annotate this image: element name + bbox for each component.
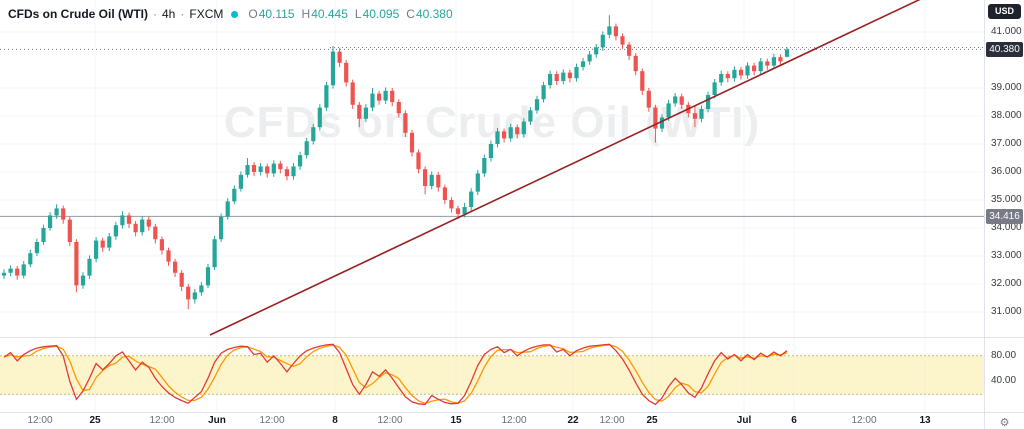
time-tick: 12:00 (501, 415, 527, 426)
price-level-label: 34.416 (986, 208, 1023, 224)
time-tick: 22 (567, 415, 579, 426)
stoch-d-line (3, 344, 788, 405)
high-value: 40.445 (311, 7, 348, 21)
time-tick: 12:00 (599, 415, 625, 426)
time-tick: 6 (791, 415, 797, 426)
time-axis[interactable]: 12:00 25 12:00 Jun 12:00 8 12:00 15 12:00 22 12:00… (0, 413, 984, 429)
chart-canvas[interactable] (0, 0, 984, 412)
time-tick: 13 (919, 415, 931, 426)
price-axis-label: 33.000 (991, 250, 1022, 261)
grid-layer (0, 0, 984, 412)
symbol-title[interactable]: CFDs on Crude Oil (WTI) (8, 7, 148, 21)
time-tick: Jul (736, 415, 752, 426)
price-axis-label: 32.000 (991, 278, 1022, 289)
osc-axis-label: 80.00 (991, 349, 1017, 361)
time-tick: 12:00 (851, 415, 877, 426)
separator-dot: · (180, 7, 185, 21)
currency-button[interactable]: USD (988, 4, 1021, 19)
time-tick: 8 (332, 415, 338, 426)
time-tick: 15 (450, 415, 462, 426)
price-axis[interactable]: USD 40.380 34.416 41.000 39.000 38.000 37.0… (985, 0, 1024, 412)
close-value: 40.380 (415, 7, 453, 21)
time-axis-separator (0, 412, 1024, 413)
osc-axis-label: 40.00 (991, 375, 1017, 387)
interval-label[interactable]: 4h (162, 7, 176, 21)
chart-legend: CFDs on Crude Oil (WTI) · 4h · FXCM O40.… (8, 7, 453, 21)
candles-layer (1, 15, 790, 310)
price-axis-label: 34.000 (991, 222, 1022, 233)
separator-dot: · (153, 7, 157, 21)
axis-corner: ⚙ (985, 413, 1024, 429)
price-axis-label: 31.000 (991, 306, 1022, 317)
open-value: 40.115 (258, 7, 295, 21)
low-value: 40.095 (362, 7, 400, 21)
price-axis-label: 39.000 (991, 82, 1022, 93)
price-axis-label: 37.000 (991, 138, 1022, 149)
last-price-label: 40.380 (986, 41, 1023, 57)
price-axis-label: 41.000 (991, 26, 1022, 37)
exchange-label: FXCM (189, 7, 224, 21)
ohlc-readout: O40.115 H40.445 L40.095 C40.380 (248, 7, 453, 21)
price-axis-label: 36.000 (991, 166, 1022, 177)
trendline (209, 0, 921, 336)
time-tick: 12:00 (27, 415, 53, 426)
settings-icon[interactable]: ⚙ (999, 417, 1010, 429)
price-axis-label: 35.000 (991, 194, 1022, 205)
time-tick: 12:00 (149, 415, 175, 426)
time-tick: 12:00 (377, 415, 403, 426)
time-tick: 25 (646, 415, 658, 426)
pane-separator[interactable] (0, 337, 1024, 338)
stoch-band (0, 355, 984, 395)
price-axis-label: 38.000 (991, 110, 1022, 121)
time-tick: 12:00 (259, 415, 285, 426)
price-axis-separator (984, 0, 985, 429)
market-status-icon (231, 10, 239, 18)
time-tick: 25 (89, 415, 101, 426)
time-tick: Jun (208, 415, 226, 426)
stoch-k-line (3, 343, 788, 406)
